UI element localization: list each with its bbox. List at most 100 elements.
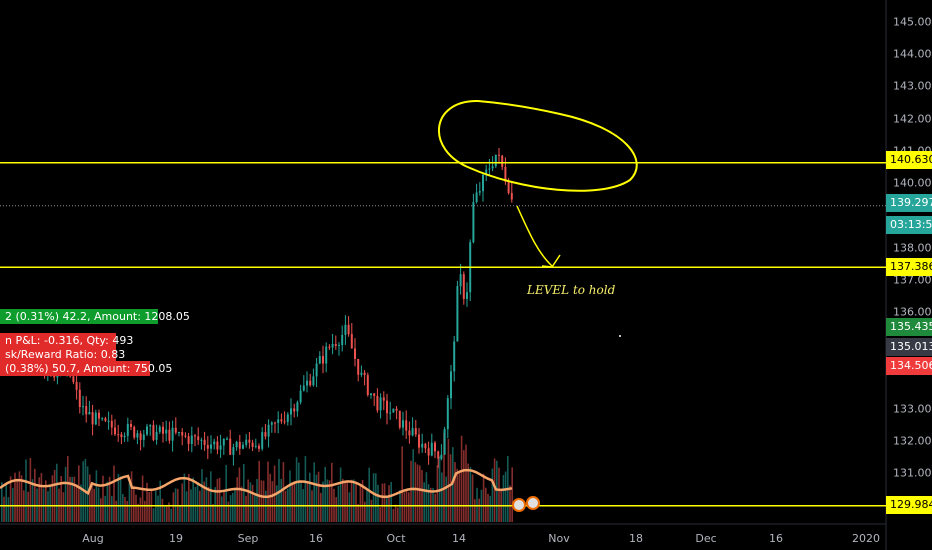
volume-bar	[502, 475, 505, 522]
candle-body	[110, 420, 113, 428]
candle-body	[315, 363, 318, 377]
volume-bar	[218, 477, 221, 522]
volume-bar	[375, 473, 377, 522]
volume-bar	[306, 481, 309, 522]
volume-bar	[487, 493, 489, 522]
candle-body	[354, 348, 356, 359]
candle-body	[475, 192, 478, 202]
volume-bar	[412, 449, 414, 522]
candle-body	[395, 408, 398, 411]
volume-bar	[313, 462, 315, 522]
volume-bar	[482, 473, 485, 522]
stray-dot	[619, 335, 621, 337]
volume-bar	[260, 480, 263, 522]
volume-bar	[89, 474, 91, 522]
position-pnl-label[interactable]: n P&L: -0.316, Qty: 493	[0, 333, 133, 348]
volume-bar	[397, 507, 399, 522]
candle-body	[245, 439, 248, 445]
risk-reward-label[interactable]: sk/Reward Ratio: 0.83	[0, 347, 125, 362]
candle-body	[504, 166, 507, 182]
time-axis-label: 2020	[852, 532, 880, 545]
candle-body	[216, 441, 219, 450]
candle-body	[498, 154, 500, 156]
candle-body	[299, 390, 302, 403]
candle-body	[434, 442, 436, 452]
volume-bar	[1, 482, 3, 522]
volume-bar	[339, 467, 342, 522]
volume-bar	[194, 487, 197, 522]
volume-bar	[203, 481, 205, 522]
volume-bar	[361, 480, 364, 522]
volume-bar	[5, 483, 7, 522]
candle-body	[200, 439, 203, 441]
volume-bar	[414, 462, 417, 522]
volume-bar	[124, 497, 126, 522]
volume-bar	[117, 474, 120, 522]
volume-bar	[392, 508, 395, 522]
volume-bar	[188, 474, 190, 522]
candle-body	[98, 412, 100, 419]
candle-body	[238, 441, 241, 449]
volume-bar	[67, 456, 69, 522]
candle-body	[302, 385, 305, 391]
volume-bar	[436, 465, 439, 522]
stop-loss-label[interactable]: (0.38%) 50.7, Amount: 750.05	[0, 361, 172, 376]
price-axis-tick-label: 145.000	[893, 15, 932, 29]
volume-bar	[192, 477, 194, 522]
candle-body	[264, 432, 267, 437]
volume-bar	[390, 482, 392, 522]
candle-body	[184, 435, 187, 437]
volume-bar	[496, 460, 498, 522]
volume-bar	[75, 484, 78, 522]
volume-bar	[346, 482, 348, 522]
volume-bar	[144, 500, 146, 522]
volume-bar	[141, 475, 144, 522]
volume-bar	[225, 465, 227, 522]
volume-bar	[115, 500, 117, 522]
candle-body	[443, 429, 446, 455]
volume-bar	[449, 454, 452, 522]
candle-body	[405, 420, 408, 431]
volume-bar	[20, 475, 23, 522]
volume-bar	[95, 470, 98, 522]
candle-body	[210, 444, 212, 449]
candle-body	[507, 181, 510, 193]
time-axis-label: 16	[309, 532, 323, 545]
volume-bar	[434, 493, 436, 522]
time-axis-label: 16	[769, 532, 783, 545]
volume-bar	[423, 482, 425, 522]
candle-body	[146, 426, 148, 435]
price-tag: 140.630	[886, 151, 932, 169]
candle-body	[344, 324, 347, 335]
candle-body	[328, 346, 331, 348]
candle-body	[181, 432, 184, 436]
candle-body	[485, 169, 488, 175]
volume-bar	[62, 492, 65, 522]
volume-bar	[425, 472, 428, 522]
price-axis-tick-label: 140.000	[893, 176, 932, 190]
volume-bar	[478, 498, 480, 522]
volume-bar	[454, 462, 456, 522]
volume-bar	[445, 476, 447, 522]
volume-bar	[201, 469, 203, 522]
volume-bar	[148, 492, 150, 522]
take-profit-label[interactable]: 2 (0.31%) 42.2, Amount: 1208.05	[0, 309, 190, 324]
volume-bar	[278, 459, 280, 522]
trade-marker	[512, 498, 526, 512]
candle-body	[459, 274, 462, 287]
candle-body	[453, 341, 456, 372]
candle-body	[494, 154, 497, 167]
candle-body	[261, 432, 264, 449]
candle-body	[53, 375, 56, 378]
price-axis-tick-label: 142.000	[893, 112, 932, 126]
volume-bar	[229, 495, 232, 522]
volume-bar	[240, 486, 243, 522]
volume-bar	[78, 465, 80, 522]
volume-bar	[139, 497, 142, 522]
volume-bar	[254, 495, 256, 522]
time-axis-label: Oct	[386, 532, 406, 545]
candle-body	[450, 371, 452, 399]
volume-bar	[357, 503, 359, 522]
